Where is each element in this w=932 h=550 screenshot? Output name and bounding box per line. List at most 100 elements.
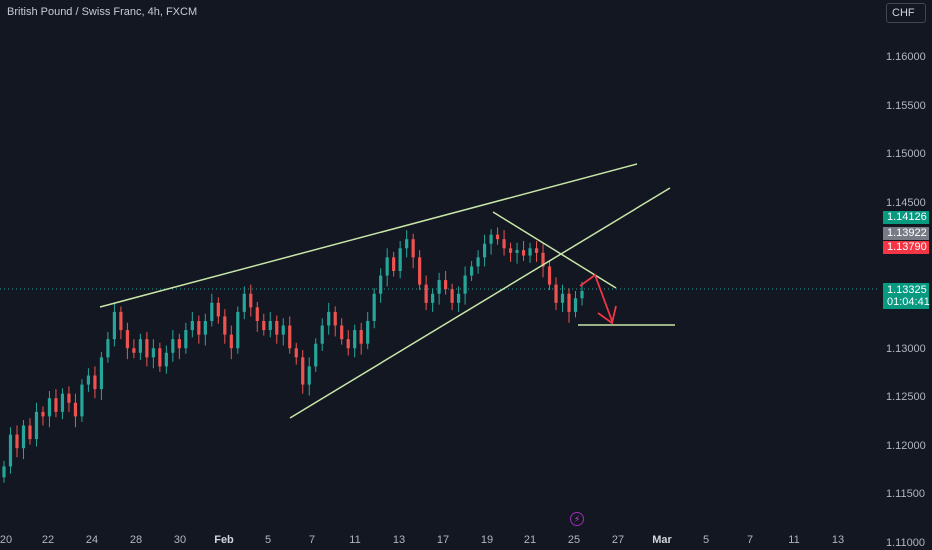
time-tick: 7	[746, 534, 754, 546]
candle-up	[366, 320, 370, 344]
price-tick: 1.13000	[886, 342, 926, 355]
candle-up	[47, 398, 52, 417]
candle-down	[547, 266, 552, 285]
candle-up	[80, 384, 84, 417]
price-tick: 1.12000	[886, 439, 926, 452]
candle-up	[437, 280, 441, 294]
time-tick: 24	[85, 534, 99, 546]
drawings-layer[interactable]	[99, 163, 675, 419]
candle-down	[359, 330, 363, 344]
candle-up	[372, 293, 376, 321]
candle-up	[8, 434, 13, 467]
time-tick: 28	[129, 534, 143, 546]
candle-up	[171, 339, 175, 353]
time-tick: Mar	[652, 534, 672, 546]
candle-down	[554, 284, 558, 303]
candle-down	[54, 398, 58, 412]
time-tick: 11	[788, 534, 800, 546]
candle-up	[463, 275, 467, 294]
candle-down	[521, 250, 526, 256]
currency-button[interactable]: CHF	[886, 3, 926, 23]
candle-down	[28, 425, 32, 440]
time-tick: 13	[392, 534, 406, 546]
time-tick: 11	[349, 534, 361, 546]
upper-trendline[interactable]	[99, 163, 638, 308]
candle-up	[457, 293, 461, 303]
candle-up	[242, 293, 246, 312]
candle-up	[86, 375, 91, 385]
candle-up	[281, 325, 285, 335]
time-tick: 5	[264, 534, 272, 546]
candle-up	[106, 339, 110, 358]
low-price-label: 1.13790	[883, 241, 929, 254]
price-tick: 1.15000	[886, 148, 926, 161]
candle-down	[145, 339, 149, 358]
arrow-head	[597, 305, 617, 325]
candle-up	[528, 248, 532, 256]
candle-down	[424, 284, 428, 303]
price-tick: 1.11000	[886, 537, 925, 549]
candle-up	[190, 320, 194, 331]
price-tick: 1.11500	[886, 488, 925, 501]
candle-down	[444, 280, 448, 290]
candle-up	[307, 366, 311, 385]
candle-up	[112, 311, 117, 340]
candle-up	[21, 425, 26, 449]
candle-down	[294, 348, 298, 358]
candle-down	[288, 325, 292, 349]
candle-down	[132, 348, 136, 353]
time-tick: Feb	[214, 534, 234, 546]
projection-arrow[interactable]	[579, 273, 613, 322]
candle-up	[210, 302, 214, 321]
flash-icon[interactable]: ⚡	[570, 512, 584, 526]
last-price-label: 1.13325 01:04:41	[883, 283, 930, 309]
candle-up	[353, 330, 357, 349]
candle-up	[327, 311, 331, 326]
candle-up	[515, 250, 519, 253]
time-tick: 30	[173, 534, 187, 546]
candle-down	[223, 316, 227, 335]
candle-down	[541, 252, 545, 267]
price-tick: 1.14500	[886, 196, 926, 209]
symbol-title: British Pound / Swiss Franc, 4h, FXCM	[7, 6, 198, 18]
candle-down	[15, 434, 19, 449]
time-tick: 19	[480, 534, 494, 546]
candle-down	[119, 311, 123, 331]
candle-up	[469, 266, 474, 276]
price-tick: 1.15500	[886, 99, 926, 112]
candle-down	[418, 257, 422, 285]
candle-down	[567, 293, 571, 312]
candle-up	[379, 275, 383, 294]
candle-down	[177, 339, 181, 349]
candle-up	[203, 320, 207, 335]
candle-up	[34, 411, 39, 440]
candle-up	[138, 339, 142, 353]
candle-down	[301, 357, 305, 385]
candle-up	[184, 330, 188, 349]
time-tick: 25	[567, 534, 581, 546]
candle-up	[60, 393, 65, 412]
candle-down	[93, 375, 97, 390]
candle-down	[158, 348, 162, 367]
high-price-label: 1.14126	[883, 211, 929, 224]
time-tick: 5	[702, 534, 710, 546]
candle-down	[340, 325, 344, 340]
candle-down	[73, 402, 78, 417]
time-tick: 13	[831, 534, 845, 546]
candle-up	[314, 343, 318, 367]
candle-down	[255, 307, 259, 321]
candle-up	[405, 239, 409, 249]
time-tick: 21	[523, 534, 537, 546]
candle-down	[216, 302, 220, 317]
candle-up	[236, 311, 240, 349]
candle-up	[431, 293, 435, 303]
candle-up	[268, 320, 272, 331]
candle-down	[125, 330, 129, 349]
candle-down	[229, 334, 233, 349]
candle-down	[534, 248, 539, 253]
candle-down	[346, 339, 350, 349]
rising-support-trendline[interactable]	[289, 187, 671, 419]
candle-up	[385, 257, 389, 276]
candle-down	[41, 411, 45, 417]
